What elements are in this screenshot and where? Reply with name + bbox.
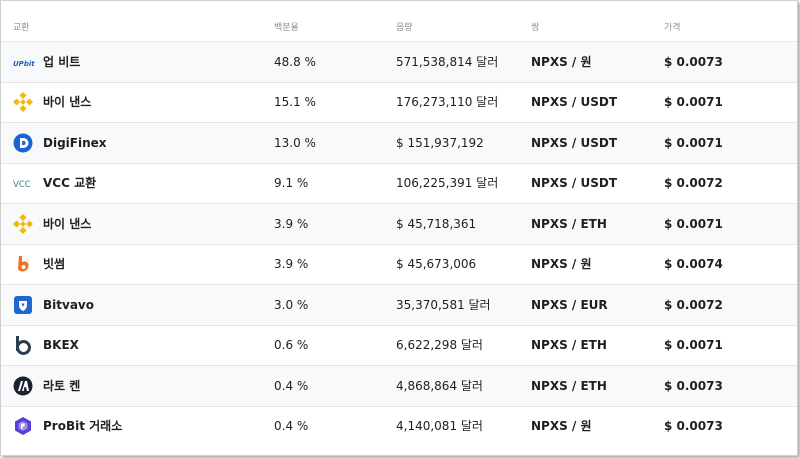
- header-price[interactable]: 가격: [664, 23, 681, 33]
- table-row[interactable]: UPbit 업 비트 48.8 % 571,538,814 달러 NPXS / …: [1, 42, 797, 83]
- exchange-name[interactable]: ProBit 거래소: [43, 419, 123, 433]
- volume-cell: 571,538,814 달러: [396, 55, 499, 69]
- price-cell: $ 0.0073: [664, 419, 723, 433]
- bitvavo-icon: [13, 295, 33, 315]
- price-cell: $ 0.0074: [664, 257, 723, 271]
- volume-cell: $ 45,673,006: [396, 257, 477, 271]
- pair-link[interactable]: NPXS / ETH: [531, 217, 607, 231]
- svg-text:UPbit: UPbit: [13, 60, 35, 68]
- table-row[interactable]: Bitvavo 3.0 % 35,370,581 달러 NPXS / EUR $…: [1, 285, 797, 326]
- percent-cell: 15.1 %: [274, 95, 316, 109]
- table-row[interactable]: 빗썸 3.9 % $ 45,673,006 NPXS / 원 $ 0.0074: [1, 244, 797, 285]
- pair-link[interactable]: NPXS / 원: [531, 55, 592, 69]
- percent-cell: 0.6 %: [274, 338, 309, 352]
- header-percent[interactable]: 백분율: [274, 23, 299, 33]
- probit-icon: [13, 416, 33, 436]
- volume-cell: 4,868,864 달러: [396, 379, 483, 393]
- volume-cell: $ 151,937,192: [396, 136, 484, 150]
- volume-cell: 6,622,298 달러: [396, 338, 483, 352]
- price-cell: $ 0.0071: [664, 338, 723, 352]
- bithumb-icon: [13, 254, 33, 274]
- volume-cell: 35,370,581 달러: [396, 298, 491, 312]
- price-cell: $ 0.0071: [664, 136, 723, 150]
- price-cell: $ 0.0072: [664, 176, 723, 190]
- header-exchange[interactable]: 교환: [13, 23, 30, 33]
- table-row[interactable]: 바이 낸스 15.1 % 176,273,110 달러 NPXS / USDT …: [1, 82, 797, 123]
- pair-link[interactable]: NPXS / ETH: [531, 379, 607, 393]
- header-volume[interactable]: 음량: [396, 23, 413, 33]
- pair-link[interactable]: NPXS / USDT: [531, 95, 618, 109]
- volume-cell: 106,225,391 달러: [396, 176, 499, 190]
- percent-cell: 0.4 %: [274, 379, 309, 393]
- exchange-name[interactable]: BKEX: [43, 338, 79, 352]
- table-row[interactable]: DigiFinex 13.0 % $ 151,937,192 NPXS / US…: [1, 123, 797, 164]
- table-row[interactable]: ProBit 거래소 0.4 % 4,140,081 달러 NPXS / 원 $…: [1, 406, 797, 446]
- pair-link[interactable]: NPXS / USDT: [531, 136, 618, 150]
- percent-cell: 48.8 %: [274, 55, 316, 69]
- table-row[interactable]: 라토 켄 0.4 % 4,868,864 달러 NPXS / ETH $ 0.0…: [1, 366, 797, 407]
- pair-link[interactable]: NPXS / ETH: [531, 338, 607, 352]
- exchange-name[interactable]: 바이 낸스: [43, 217, 92, 231]
- percent-cell: 13.0 %: [274, 136, 316, 150]
- exchange-name[interactable]: 바이 낸스: [43, 95, 92, 109]
- bkex-icon: [13, 335, 33, 355]
- price-cell: $ 0.0073: [664, 379, 723, 393]
- price-cell: $ 0.0071: [664, 95, 723, 109]
- table-row[interactable]: VCC VCC 교환 9.1 % 106,225,391 달러 NPXS / U…: [1, 163, 797, 204]
- svg-text:VCC: VCC: [13, 180, 31, 190]
- pair-link[interactable]: NPXS / USDT: [531, 176, 618, 190]
- exchange-name[interactable]: DigiFinex: [43, 136, 107, 150]
- header-pair[interactable]: 쌍: [531, 23, 540, 33]
- exchange-name[interactable]: Bitvavo: [43, 298, 94, 312]
- pair-link[interactable]: NPXS / 원: [531, 419, 592, 433]
- percent-cell: 3.9 %: [274, 257, 309, 271]
- upbit-icon: UPbit: [13, 52, 35, 72]
- volume-cell: 176,273,110 달러: [396, 95, 499, 109]
- percent-cell: 0.4 %: [274, 419, 309, 433]
- pair-link[interactable]: NPXS / 원: [531, 257, 592, 271]
- exchange-name[interactable]: VCC 교환: [43, 176, 97, 190]
- exchange-name[interactable]: 업 비트: [43, 55, 81, 69]
- percent-cell: 3.0 %: [274, 298, 309, 312]
- volume-cell: $ 45,718,361: [396, 217, 477, 231]
- exchange-name[interactable]: 라토 켄: [43, 379, 81, 393]
- table-header: 교환 백분율 음량 쌍 가격: [1, 1, 797, 42]
- vcc-icon: VCC: [13, 173, 33, 193]
- pair-link[interactable]: NPXS / EUR: [531, 298, 608, 312]
- percent-cell: 3.9 %: [274, 217, 309, 231]
- binance-icon: [13, 92, 33, 112]
- percent-cell: 9.1 %: [274, 176, 309, 190]
- price-cell: $ 0.0071: [664, 217, 723, 231]
- exchange-name[interactable]: 빗썸: [43, 257, 66, 271]
- binance-icon: [13, 214, 33, 234]
- price-cell: $ 0.0072: [664, 298, 723, 312]
- table-row[interactable]: BKEX 0.6 % 6,622,298 달러 NPXS / ETH $ 0.0…: [1, 325, 797, 366]
- price-cell: $ 0.0073: [664, 55, 723, 69]
- latoken-icon: [13, 376, 33, 396]
- table-row[interactable]: 바이 낸스 3.9 % $ 45,718,361 NPXS / ETH $ 0.…: [1, 204, 797, 245]
- volume-cell: 4,140,081 달러: [396, 419, 483, 433]
- digifinex-icon: [13, 133, 33, 153]
